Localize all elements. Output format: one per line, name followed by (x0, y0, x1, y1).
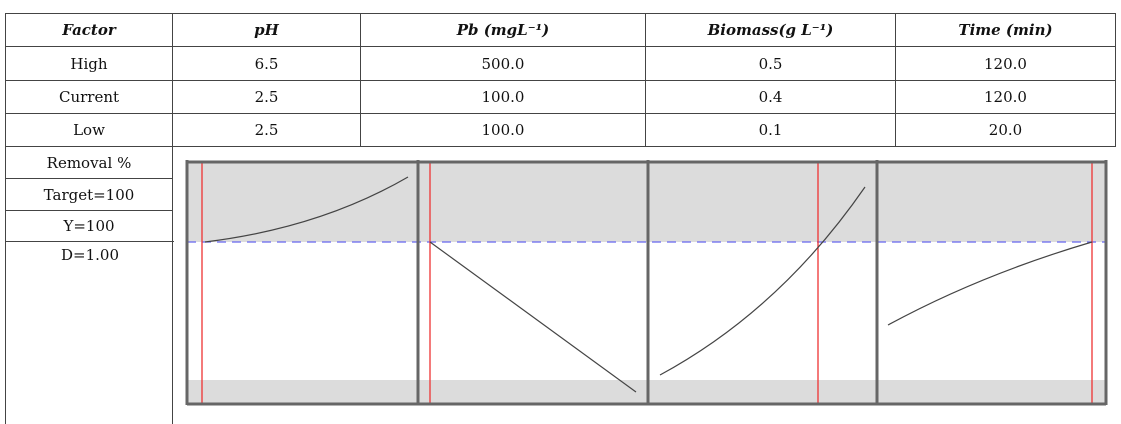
response-curves (204, 176, 1093, 393)
table-cell: 20.0 (895, 113, 1116, 147)
curve (659, 186, 866, 376)
current-settings (201, 163, 1093, 403)
response-column (5, 146, 173, 424)
curve (429, 241, 637, 393)
response-label: D=1.00 (6, 241, 174, 271)
panel-borders (185, 160, 1108, 406)
curve (887, 241, 1093, 326)
curve (204, 176, 409, 243)
